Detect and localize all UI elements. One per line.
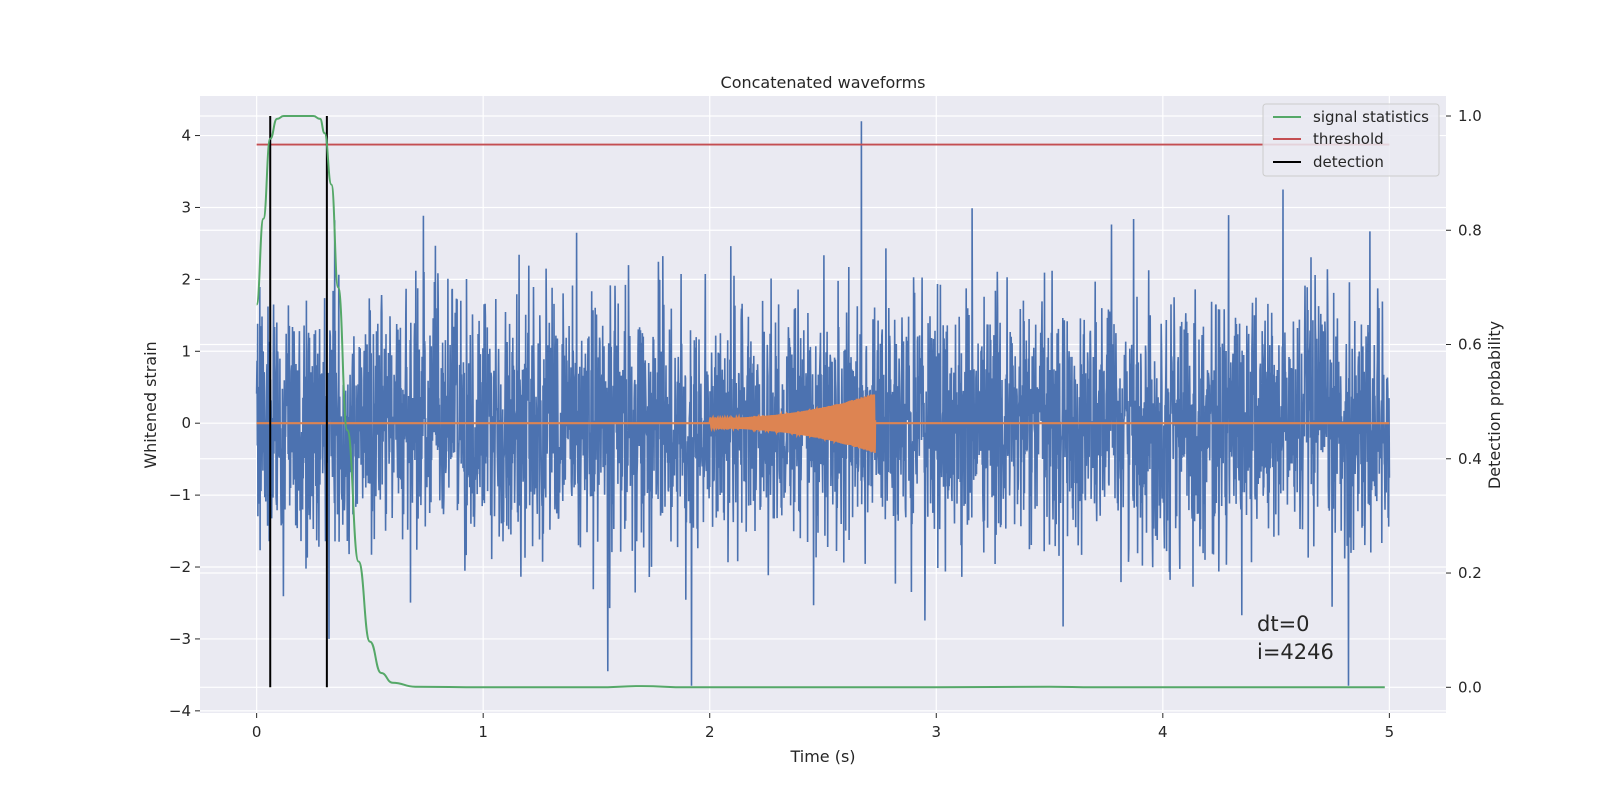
y-tick-label: 3 bbox=[181, 198, 191, 216]
x-tick-label: 5 bbox=[1385, 723, 1395, 741]
legend: signal statistics threshold detection bbox=[1262, 103, 1440, 177]
y2-tick-label: 1.0 bbox=[1458, 107, 1482, 125]
plot-layer bbox=[255, 114, 1391, 689]
x-axis-label: Time (s) bbox=[789, 747, 855, 766]
y-tick-label: −3 bbox=[169, 630, 191, 648]
y2-tick-label: 0.8 bbox=[1458, 221, 1482, 239]
y-tick-label: 0 bbox=[181, 414, 191, 432]
y2-axis-label: Detection probability bbox=[1485, 321, 1504, 489]
y-tick-label: 1 bbox=[181, 342, 191, 360]
y-tick-label: −2 bbox=[169, 558, 191, 576]
series-line-signal-statistics bbox=[255, 114, 1385, 689]
annotation-dt: dt=0 bbox=[1257, 612, 1310, 636]
y-tick-label: 2 bbox=[181, 270, 191, 288]
y-tick-label: −1 bbox=[169, 486, 191, 504]
legend-label-detection: detection bbox=[1313, 153, 1384, 171]
chart-title: Concatenated waveforms bbox=[721, 73, 926, 92]
y2-tick-label: 0.0 bbox=[1458, 678, 1482, 696]
annotation-i: i=4246 bbox=[1257, 640, 1334, 664]
x-tick-label: 3 bbox=[931, 723, 941, 741]
y-tick-label: 4 bbox=[181, 127, 191, 145]
legend-box bbox=[1262, 103, 1440, 177]
x-tick-label: 1 bbox=[478, 723, 488, 741]
x-tick-label: 0 bbox=[252, 723, 262, 741]
series-line-injected-waveform bbox=[256, 394, 1390, 453]
y-axis-label: Whitened strain bbox=[141, 341, 160, 468]
y2-tick-label: 0.2 bbox=[1458, 564, 1482, 582]
ticks: 0 1 2 3 4 5 −4 −3 −2 −1 0 1 2 3 4 0.0 0.2 0.4 0.6 0.8 1.0 bbox=[169, 107, 1482, 741]
y2-tick-label: 0.4 bbox=[1458, 450, 1482, 468]
y-tick-label: −4 bbox=[169, 702, 191, 720]
legend-label-threshold: threshold bbox=[1313, 130, 1384, 148]
x-tick-label: 2 bbox=[705, 723, 715, 741]
x-tick-label: 4 bbox=[1158, 723, 1168, 741]
y2-tick-label: 0.6 bbox=[1458, 336, 1482, 354]
legend-label-signal-statistics: signal statistics bbox=[1313, 108, 1429, 126]
